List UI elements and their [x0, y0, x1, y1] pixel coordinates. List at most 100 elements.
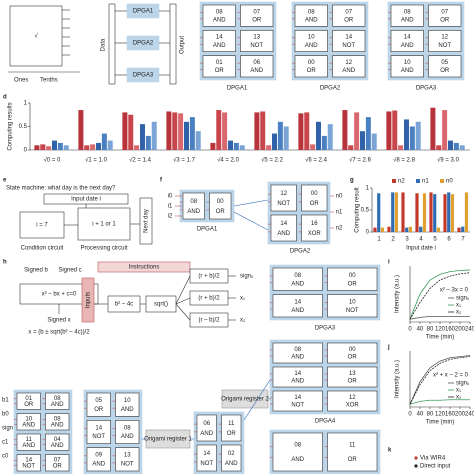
box-label: Processing circuit [80, 246, 127, 252]
bar [386, 111, 392, 150]
gate-op: OR [307, 68, 317, 74]
gate-id: 13 [124, 453, 131, 459]
gate-id: 12 [349, 395, 356, 401]
gate-id: 07 [253, 9, 260, 15]
box [428, 4, 462, 27]
bar [84, 145, 90, 150]
bar [210, 142, 216, 150]
gate-op: OR [440, 18, 450, 24]
gate-op: AND [225, 461, 238, 467]
bar [128, 114, 134, 150]
bar [459, 145, 465, 150]
box [115, 447, 140, 472]
gate-op: AND [305, 18, 318, 24]
gate-op: OR [215, 68, 225, 74]
output: x₁ [240, 296, 245, 302]
box-text: Input date i [71, 197, 101, 203]
gate-op: AND [291, 308, 304, 314]
box [97, 261, 191, 273]
gate-op: AND [250, 68, 263, 74]
gate-id: 08 [124, 425, 131, 431]
x-tick-label: 1 [377, 237, 381, 243]
bar [415, 121, 421, 150]
box-text: i = 7 [36, 223, 48, 229]
bar [387, 226, 391, 232]
gate-op: AND [305, 43, 318, 49]
gate-id: 12 [280, 191, 287, 197]
gate-id: 14 [95, 425, 102, 431]
gate-op: AND [291, 457, 304, 463]
bar [401, 192, 405, 232]
gate-op: AND [51, 443, 64, 449]
x-tick-label: 80 [427, 412, 434, 418]
gate-id: 08 [54, 416, 61, 422]
pin: n2 [336, 226, 343, 232]
box [301, 184, 328, 212]
module-label: DPGA2 [133, 41, 154, 47]
legend-swatch [392, 179, 396, 183]
gate-id: 10 [308, 35, 315, 41]
bar [429, 192, 433, 232]
box [45, 454, 70, 472]
box [19, 211, 65, 239]
gate-id: 14 [25, 457, 32, 463]
bar [377, 193, 381, 232]
bar [298, 113, 304, 150]
box [81, 277, 95, 323]
wire [175, 297, 191, 305]
bar [373, 227, 377, 232]
gate-id: 05 [95, 398, 102, 404]
x-tick-label: √5 = 2.2 [261, 157, 283, 164]
gate-id: 10 [349, 299, 356, 305]
box [332, 55, 366, 78]
box [327, 294, 378, 318]
legend-swatch [440, 179, 444, 183]
pin: c0 [2, 454, 9, 460]
box [16, 413, 41, 431]
box [272, 342, 323, 364]
bar [96, 142, 101, 150]
gate-id: 07 [441, 9, 448, 15]
panel-label: g [350, 178, 354, 184]
equation: x² – bx + c=0 [42, 292, 77, 298]
x-tick-label: 6 [447, 237, 451, 243]
box [390, 30, 424, 52]
gate-id: 14 [294, 299, 301, 305]
gate-op: OR [310, 201, 320, 207]
gate-op: OR [344, 18, 354, 24]
output: x₂ [240, 318, 246, 324]
bar [184, 121, 189, 150]
bar [409, 126, 415, 150]
gate-op: AND [291, 355, 304, 361]
bar [46, 146, 52, 150]
gate-id: 10 [404, 60, 411, 66]
bus-label: Data [101, 38, 107, 51]
gate-id: 08 [190, 199, 197, 205]
x-tick-label: 0 [408, 412, 412, 418]
gate-op: NOT [346, 308, 359, 314]
bar [461, 226, 465, 232]
gate-id: 14 [216, 35, 223, 41]
gate-id: 02 [228, 451, 235, 457]
gate-op: NOT [250, 43, 263, 49]
gate-id: 14 [294, 371, 301, 377]
box-text: i + 1 or 1 [92, 222, 116, 228]
bar [453, 142, 459, 150]
gate-op: NOT [438, 43, 451, 49]
box-text: Instructions [129, 265, 160, 271]
box [196, 444, 217, 472]
bus-label: Output [180, 36, 186, 54]
gate-id: 06 [253, 60, 260, 66]
bar [277, 121, 283, 150]
wire [233, 211, 269, 231]
panel-label: j [387, 345, 390, 351]
box [45, 413, 70, 431]
box [139, 197, 153, 245]
pin: sign [2, 426, 13, 432]
box [294, 4, 328, 27]
bar [342, 110, 348, 150]
bar [151, 121, 157, 150]
box [272, 366, 323, 388]
box [390, 55, 424, 78]
